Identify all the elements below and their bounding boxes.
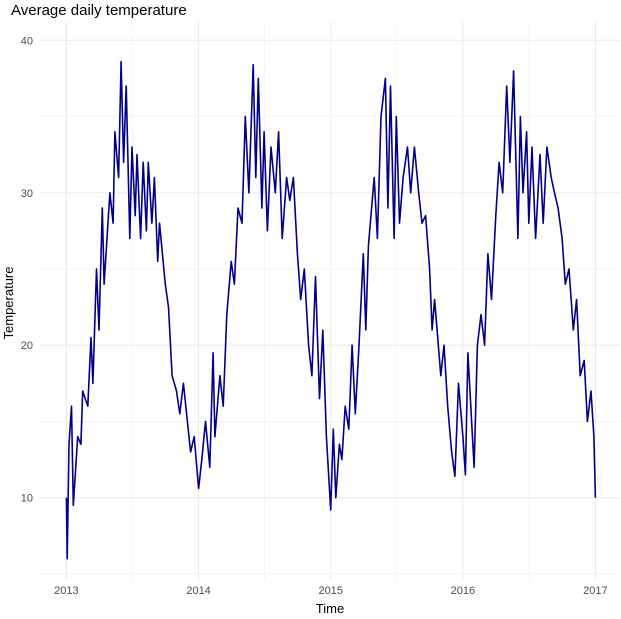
y-tick-label: 10 bbox=[21, 493, 33, 505]
x-tick-label: 2014 bbox=[186, 585, 210, 597]
temperature-series-line bbox=[65, 60, 597, 560]
y-tick-label: 40 bbox=[21, 35, 33, 47]
x-tick-label: 2015 bbox=[318, 585, 342, 597]
x-tick-label: 2016 bbox=[451, 585, 475, 597]
x-tick-label: 2013 bbox=[54, 585, 78, 597]
x-axis-label: Time bbox=[316, 601, 344, 616]
y-axis-label: Temperature bbox=[1, 267, 16, 340]
chart-title: Average daily temperature bbox=[11, 2, 187, 19]
x-tick-label: 2017 bbox=[583, 585, 607, 597]
y-tick-label: 30 bbox=[21, 188, 33, 200]
y-tick-label: 20 bbox=[21, 340, 33, 352]
